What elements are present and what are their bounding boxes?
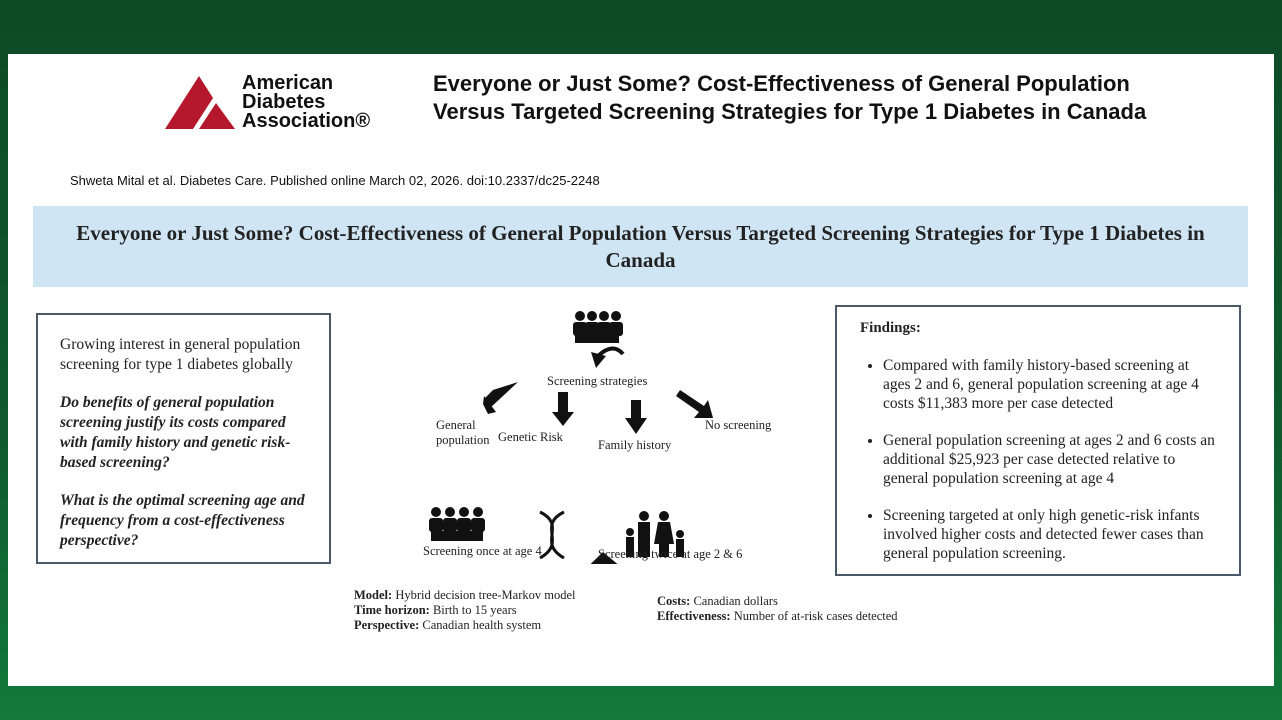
method-label: Perspective:	[354, 618, 420, 632]
method-text: Hybrid decision tree-Markov model	[395, 588, 576, 602]
dna-icon	[539, 510, 565, 560]
logo-line: Diabetes	[242, 91, 326, 113]
intro: Growing interest in general population s…	[60, 336, 301, 373]
outcome-label: Screening once at age 4	[423, 544, 542, 558]
question: What is the optimal screening age and fr…	[60, 492, 305, 549]
branch-label: Genetic Risk	[498, 430, 563, 444]
banner-title: Everyone or Just Some? Cost-Effectivenes…	[33, 206, 1248, 287]
diagram-icons	[429, 311, 713, 564]
family-history-icon	[626, 511, 684, 557]
findings-title: Findings:	[860, 320, 921, 336]
method-label: Time horizon:	[354, 603, 430, 617]
finding: Screening targeted at only high genetic-…	[883, 506, 1219, 563]
method-label: Model:	[354, 588, 393, 602]
outcome-label: Screening twice at age 2 & 6	[598, 547, 743, 561]
branch-label: Family history	[598, 438, 672, 452]
citation: Shweta Mital et al. Diabetes Care. Publi…	[70, 173, 600, 188]
finding: General population screening at ages 2 a…	[883, 431, 1219, 488]
finding: Compared with family history-based scree…	[883, 356, 1219, 413]
background-box: Growing interest in general population s…	[36, 313, 331, 564]
method-text: Canadian health system	[422, 618, 542, 632]
slide: American Diabetes Association® Everyone …	[8, 54, 1274, 686]
branch-label: No screening	[705, 418, 772, 432]
method-label: Effectiveness:	[657, 609, 731, 623]
findings-box: Findings: Compared with family history-b…	[835, 305, 1241, 576]
method-label: Costs:	[657, 594, 691, 608]
branch-label: General population	[436, 418, 490, 447]
method-text: Number of at-risk cases detected	[733, 609, 898, 623]
family-icon	[573, 311, 623, 343]
logo-line: Association®	[242, 110, 371, 132]
logo-text: American Diabetes Association®	[242, 72, 371, 132]
logo-icon	[165, 76, 235, 129]
methods: Model: Hybrid decision tree-Markov model…	[354, 588, 575, 633]
logo-line: American	[242, 72, 334, 94]
population-icon	[429, 507, 485, 541]
header-title: Everyone or Just Some? Cost-Effectivenes…	[433, 71, 1147, 124]
method-text: Canadian dollars	[693, 594, 778, 608]
method-text: Birth to 15 years	[432, 603, 517, 617]
methods: Costs: Canadian dollars Effectiveness: N…	[657, 594, 898, 624]
question: Do benefits of general population screen…	[60, 394, 291, 471]
root-label: Screening strategies	[547, 374, 648, 388]
